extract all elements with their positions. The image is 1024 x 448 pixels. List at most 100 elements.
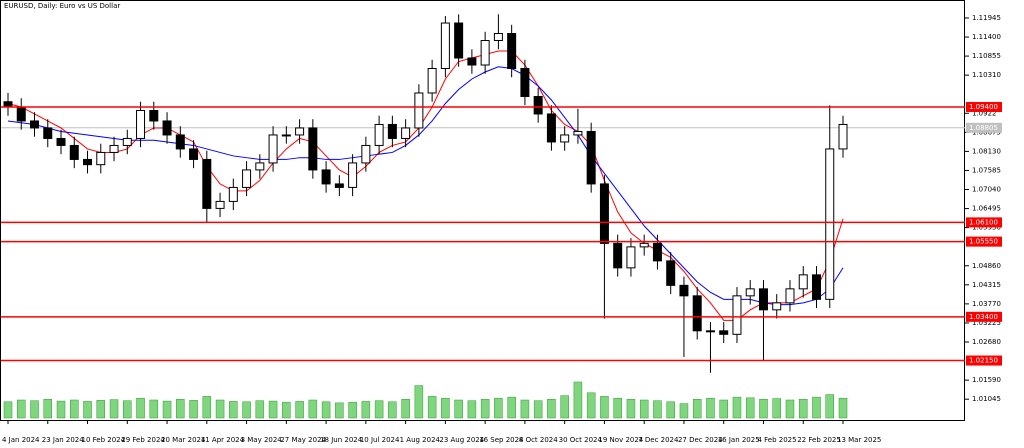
candle-body: [652, 242, 662, 262]
y-tick-label: 1.08130: [972, 147, 1001, 155]
candle-body: [348, 162, 358, 188]
volume-bar: [613, 397, 622, 419]
volume-bar: [388, 401, 397, 419]
x-tick-label: 23 Aug 2024: [439, 436, 484, 444]
volume-bar: [268, 400, 278, 419]
candle-body: [560, 134, 570, 143]
volume-bar: [547, 399, 556, 419]
candle-body: [639, 242, 649, 248]
candle-body: [493, 33, 503, 42]
y-tick-label: 1.03225: [972, 319, 1001, 327]
volume-bar: [759, 399, 768, 419]
candle-body: [719, 330, 729, 335]
candle-body: [69, 144, 79, 160]
volume-bar: [494, 397, 503, 419]
volume-bar: [189, 400, 198, 419]
volume-bar: [666, 401, 675, 419]
y-tick-label: 1.07040: [972, 186, 1001, 194]
candle-body: [679, 284, 689, 297]
candle-body: [785, 288, 795, 304]
candle-body: [308, 127, 318, 171]
volume-bar: [520, 399, 530, 419]
y-tick-label: 1.04860: [972, 262, 1001, 270]
volume-bar: [653, 400, 662, 419]
candle-body: [798, 274, 808, 290]
level-tag: [966, 355, 1002, 366]
volume-bar: [679, 403, 689, 419]
candle-body: [361, 144, 371, 164]
candle-body: [295, 127, 305, 136]
y-tick-label: 1.05950: [972, 224, 1001, 232]
candle-body: [43, 127, 53, 139]
volume-bar: [123, 400, 132, 419]
candle-body: [467, 57, 477, 66]
volume-bar: [43, 399, 53, 419]
candle-body: [228, 186, 238, 202]
level-tag: [966, 217, 1002, 228]
candle-body: [838, 123, 848, 150]
candle-body: [613, 242, 623, 269]
moving-average: [7, 66, 844, 306]
level-label: 1.03400: [969, 313, 998, 321]
volume-bar: [454, 399, 463, 419]
candle-body: [626, 246, 636, 269]
candle-body: [546, 113, 556, 143]
current-price-tag: [966, 122, 1002, 133]
volume-bar: [507, 396, 516, 419]
volume-bar: [176, 399, 185, 419]
candle-body: [772, 302, 782, 311]
volume-bar: [706, 397, 715, 419]
volume-bar: [96, 400, 106, 419]
volume-bar: [586, 392, 596, 419]
x-tick-label: 4 Feb 2025: [757, 436, 796, 444]
x-tick-label: 18 Jun 2024: [320, 436, 363, 444]
candle-body: [520, 68, 530, 97]
volume-bar: [626, 399, 636, 419]
x-tick-label: 19 Nov 2024: [598, 436, 643, 444]
volume-bar: [719, 399, 728, 419]
x-tick-label: 10 Feb 2024: [82, 436, 126, 444]
level-tag: [966, 311, 1002, 322]
volume-bar: [361, 401, 371, 419]
y-tick-label: 1.10310: [972, 71, 1001, 79]
volume-bar: [83, 401, 92, 419]
level-label: 1.02150: [969, 357, 998, 365]
candle-body: [692, 295, 702, 332]
volume-bar: [374, 400, 384, 419]
volume-bar: [215, 399, 225, 419]
volume-bar: [149, 399, 159, 419]
y-tick-label: 1.0922: [972, 109, 997, 117]
x-tick-label: 29 Feb 2024: [121, 436, 165, 444]
volume-bar: [335, 402, 344, 419]
candle-body: [440, 22, 450, 70]
candle-body: [758, 288, 768, 311]
candle-body: [573, 130, 583, 136]
candle-body: [480, 40, 490, 66]
level-tag: [966, 236, 1002, 247]
y-tick-label: 1.01045: [972, 395, 1001, 403]
volume-bar: [732, 396, 742, 419]
volume-bar: [573, 381, 583, 419]
current-price-label: 1.08805: [969, 124, 998, 132]
x-tick-label: 11 Apr 2024: [201, 436, 245, 444]
candle-body: [202, 158, 212, 209]
candle-body: [56, 137, 66, 146]
volume-bar: [825, 394, 834, 419]
candle-body: [321, 169, 331, 185]
candle-body: [666, 260, 676, 286]
candle-body: [122, 137, 132, 146]
x-tick-label: 27 Dec 2024: [678, 436, 723, 444]
volume-bar: [785, 399, 795, 419]
candle-body: [387, 123, 397, 139]
candle-body: [242, 169, 252, 188]
volume-bar: [255, 400, 265, 419]
y-tick-label: 1.07585: [972, 166, 1001, 174]
volume-bar: [295, 401, 304, 419]
candle-body: [268, 134, 278, 164]
volume-bar: [533, 400, 543, 419]
y-tick-label: 1.01590: [972, 376, 1001, 384]
x-tick-label: 3 May 2024: [241, 436, 283, 444]
candle-body: [215, 200, 225, 209]
volume-bar: [162, 400, 172, 419]
